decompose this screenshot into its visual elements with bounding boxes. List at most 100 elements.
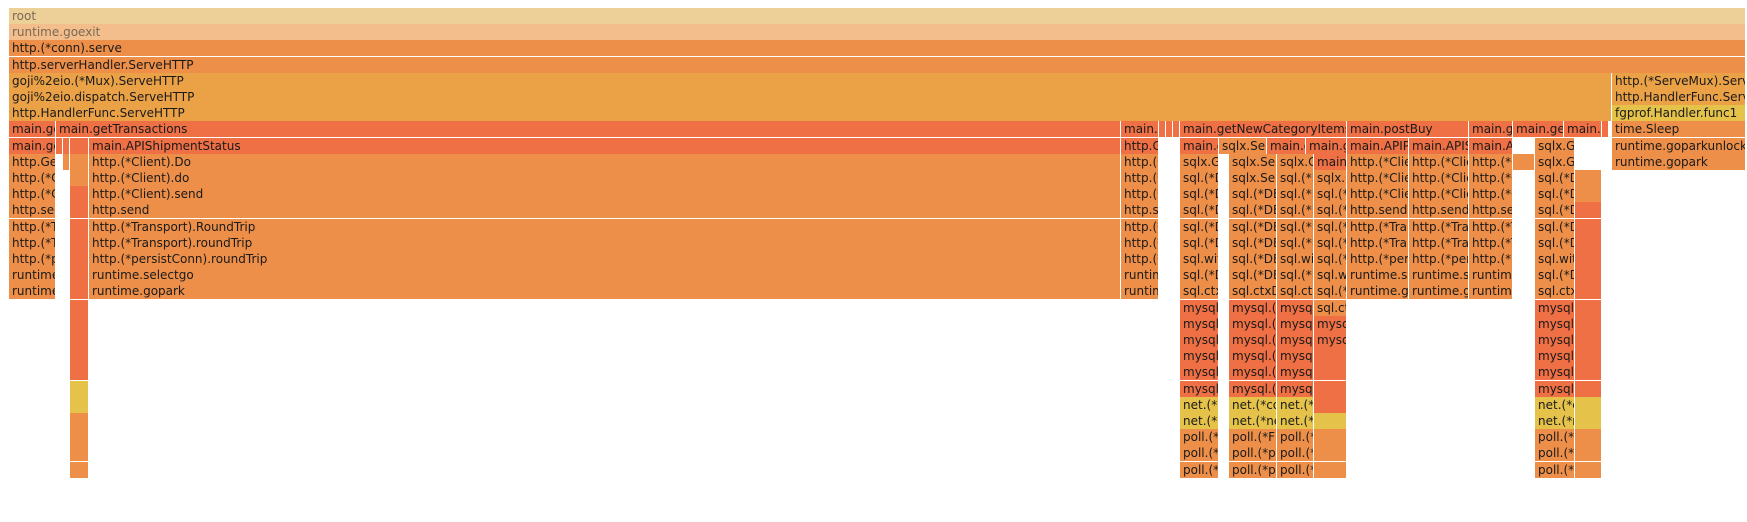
flame-frame-d26-j[interactable]: poll.(*FD).Read	[1535, 429, 1575, 447]
flame-frame-d9-a[interactable]: http.Get	[9, 153, 56, 171]
flame-frame-d9-b[interactable]: http.(*Client).Do	[1121, 153, 1159, 171]
flame-frame-unlabeled-d7-s2[interactable]	[1166, 121, 1173, 139]
flame-frame-unlabeled-d8-c[interactable]	[63, 137, 70, 155]
flame-frame-d25-d[interactable]: net.(*netFD).Read	[1229, 413, 1277, 430]
flame-frame-fgprof[interactable]: fgprof.Handler.func1	[1612, 105, 1746, 123]
flame-frame-d9-i[interactable]: http.(*Client).Do	[1469, 153, 1513, 171]
flame-frame-d12-d[interactable]: sql.(*DB).QueryContext	[1229, 202, 1277, 220]
flame-frame-d14-c[interactable]: sql.(*DB).queryDC	[1180, 234, 1219, 252]
flame-frame-d13-b[interactable]: http.(*Transport).RoundTrip	[1121, 218, 1159, 236]
flame-frame-d13-c[interactable]: sql.(*DB).queryDC	[1180, 218, 1219, 236]
flame-frame-unlabeled-d7-s4[interactable]	[1602, 121, 1609, 139]
flame-frame-unlabeled-v12[interactable]	[70, 315, 89, 333]
flame-frame-d16-i[interactable]: runtime.selectgo	[1469, 267, 1513, 285]
flame-frame-unlabeled-v8[interactable]	[70, 251, 89, 268]
flame-frame-d24-e[interactable]: net.(*conn).Read	[1277, 396, 1314, 414]
flame-frame-d8-j[interactable]: main.APIPaymentToken	[1347, 137, 1409, 155]
flame-frame-d13-h[interactable]: http.(*Transport).RoundTrip	[1409, 218, 1469, 236]
flame-frame-d11-g[interactable]: http.(*Client).send	[1347, 186, 1409, 204]
flame-frame-d20-f[interactable]: mysql.(*mysqlConn).query	[1314, 332, 1347, 349]
flame-frame-unlabeled-d28-f[interactable]	[1314, 461, 1347, 479]
flame-frame-d20-e[interactable]: mysql.(*mysqlConn).readResultSetHeaderPa…	[1277, 332, 1314, 349]
flame-frame-d12-i[interactable]: http.send	[1469, 202, 1513, 220]
flame-frame-d16-b[interactable]: runtime.selectgo	[1121, 267, 1159, 285]
flame-frame-d15-pc[interactable]: http.(*persistConn).roundTrip	[89, 251, 1121, 268]
flame-frame-d27-j[interactable]: poll.(*pollDesc).waitRead	[1535, 445, 1575, 463]
flame-frame-d23-d[interactable]: mysql.(*buffer).fill	[1229, 380, 1277, 398]
flame-frame-d14-d[interactable]: sql.(*DB).queryDC	[1229, 234, 1277, 252]
flame-frame-d17-c[interactable]: sql.ctxDriverQuery	[1180, 283, 1219, 301]
flame-frame-d9-do[interactable]: http.(*Client).Do	[89, 153, 1121, 171]
flame-frame-d14-rt[interactable]: http.(*Transport).roundTrip	[89, 234, 1121, 252]
flame-frame-d16-h[interactable]: runtime.selectgo	[1409, 267, 1469, 285]
flame-frame-unlabeled-v36[interactable]	[1575, 380, 1602, 398]
flame-frame-d19-j[interactable]: mysql.(*mysqlConn).query	[1535, 315, 1575, 333]
flame-frame-d7-postbuy[interactable]: main.postBuy	[1347, 121, 1469, 139]
flame-frame-unlabeled-v13[interactable]	[70, 332, 89, 349]
flame-frame-unlabeled-v29[interactable]	[1575, 267, 1602, 285]
flame-frame-d19-d[interactable]: mysql.(*mysqlConn).query	[1229, 315, 1277, 333]
flame-frame-unlabeled-v26[interactable]	[1575, 218, 1602, 236]
flame-frame-unlabeled-d26-f[interactable]	[1314, 429, 1347, 447]
flame-frame-d15-i[interactable]: http.(*persistConn).roundTrip	[1469, 251, 1513, 268]
flame-frame-unlabeled-v9[interactable]	[70, 267, 89, 285]
flame-frame-d7-main4[interactable]: main.getNewItems	[1513, 121, 1564, 139]
flame-frame-handlerfunc-b[interactable]: http.HandlerFunc.ServeHTTP	[1612, 89, 1746, 106]
flame-frame-d15-e[interactable]: sql.withLock	[1277, 251, 1314, 268]
flame-frame-d16-f[interactable]: sql.withLock	[1314, 267, 1347, 285]
flame-frame-d9-g[interactable]: http.(*Client).Do	[1347, 153, 1409, 171]
flame-frame-d17-gp[interactable]: runtime.gopark	[89, 283, 1121, 301]
flame-frame-d19-e[interactable]: mysql.(*mysqlConn).query	[1277, 315, 1314, 333]
flame-frame-d8-h[interactable]: main.getCategoryByID	[1267, 137, 1306, 155]
flame-frame-d15-h[interactable]: http.(*persistConn).roundTrip	[1409, 251, 1469, 268]
flame-frame-d25-e[interactable]: net.(*netFD).Read	[1277, 413, 1314, 430]
flame-frame-unlabeled-v11[interactable]	[70, 299, 89, 317]
flame-frame-d9-k[interactable]: runtime.gopark	[1612, 153, 1746, 171]
flame-frame-unlabeled-v31[interactable]	[1575, 299, 1602, 317]
flame-frame-d21-c[interactable]: mysql.(*mysqlConn).readPacket	[1180, 348, 1219, 366]
flame-frame-d9-c[interactable]: sqlx.Get	[1180, 153, 1219, 171]
flame-frame-d10-do[interactable]: http.(*Client).do	[89, 170, 1121, 187]
flame-frame-d16-a[interactable]: runtime.selectgo	[9, 267, 56, 285]
flame-frame-d26-c[interactable]: poll.(*FD).Read	[1180, 429, 1219, 447]
flame-frame-unlabeled-v25[interactable]	[1575, 202, 1602, 220]
flame-frame-d15-c[interactable]: sql.withLock	[1180, 251, 1219, 268]
flame-frame-d19-f[interactable]: mysql.(*mysqlConn).Query	[1314, 315, 1347, 333]
flame-frame-unlabeled-v38[interactable]	[1575, 413, 1602, 430]
flame-frame-unlabeled-v15[interactable]	[70, 364, 89, 382]
flame-frame-serverhandler[interactable]: http.serverHandler.ServeHTTP	[9, 56, 1746, 74]
flame-frame-unlabeled-v7[interactable]	[70, 234, 89, 252]
flame-frame-d10-b[interactable]: http.(*Client).do	[1121, 170, 1159, 187]
flame-frame-d26-d[interactable]: poll.(*FD).Read	[1229, 429, 1277, 447]
flame-frame-d8-f[interactable]: main.getUserSimple	[1180, 137, 1219, 155]
flame-frame-d26-e[interactable]: poll.(*FD).Read	[1277, 429, 1314, 447]
flame-frame-d9-e[interactable]: sqlx.Get	[1277, 153, 1314, 171]
flame-frame-d14-f[interactable]: sql.(*DB).query	[1314, 234, 1347, 252]
flame-frame-d16-d[interactable]: sql.(*DB).queryDC.func1	[1229, 267, 1277, 285]
flame-frame-d12-f[interactable]: sql.(*DB).QueryRowContext	[1314, 202, 1347, 220]
flame-frame-d8-e[interactable]: http.Get	[1121, 137, 1159, 155]
flame-frame-d25-j[interactable]: net.(*netFD).Read	[1535, 413, 1575, 430]
flame-frame-unlabeled-v21[interactable]	[70, 461, 89, 479]
flame-frame-d21-e[interactable]: mysql.(*mysqlConn).readPacket	[1277, 348, 1314, 366]
flame-frame-d14-j[interactable]: sql.(*DB).queryDC	[1535, 234, 1575, 252]
flame-frame-d18-d[interactable]: mysql.(*mysqlConn).Query	[1229, 299, 1277, 317]
flame-frame-d11-j[interactable]: sql.(*DB).QueryRowContext	[1535, 186, 1575, 204]
flame-frame-d12-send[interactable]: http.send	[89, 202, 1121, 220]
flame-frame-d10-c[interactable]: sql.(*DB).QueryRow	[1180, 170, 1219, 187]
flame-frame-d8-l[interactable]: main.APIShipmentRequest	[1469, 137, 1513, 155]
flame-frame-goji-mux[interactable]: goji%2eio.(*Mux).ServeHTTP	[9, 72, 1612, 90]
flame-frame-unlabeled-v39[interactable]	[1575, 429, 1602, 447]
flame-frame-unlabeled-v6[interactable]	[70, 218, 89, 236]
flame-frame-d22-e[interactable]: mysql.(*buffer).readNext	[1277, 364, 1314, 382]
flame-frame-d7-main5[interactable]: main.postShip	[1564, 121, 1602, 139]
flame-frame-d20-j[interactable]: mysql.(*mysqlConn).readResultSetHeaderPa…	[1535, 332, 1575, 349]
flame-frame-d17-j[interactable]: sql.ctxDriverQuery	[1535, 283, 1575, 301]
flame-frame-d11-send[interactable]: http.(*Client).send	[89, 186, 1121, 204]
flame-frame-unlabeled-v40[interactable]	[1575, 445, 1602, 463]
flame-frame-d20-c[interactable]: mysql.(*mysqlConn).readResultSetHeaderPa…	[1180, 332, 1219, 349]
flame-frame-d16-c[interactable]: sql.(*DB).queryDC.func1	[1180, 267, 1219, 285]
flame-frame-d8-k[interactable]: main.APIShipmentCreate	[1409, 137, 1469, 155]
flame-frame-unlabeled-d7-s1[interactable]	[1159, 121, 1166, 139]
flame-frame-unlabeled-v20[interactable]	[70, 445, 89, 463]
